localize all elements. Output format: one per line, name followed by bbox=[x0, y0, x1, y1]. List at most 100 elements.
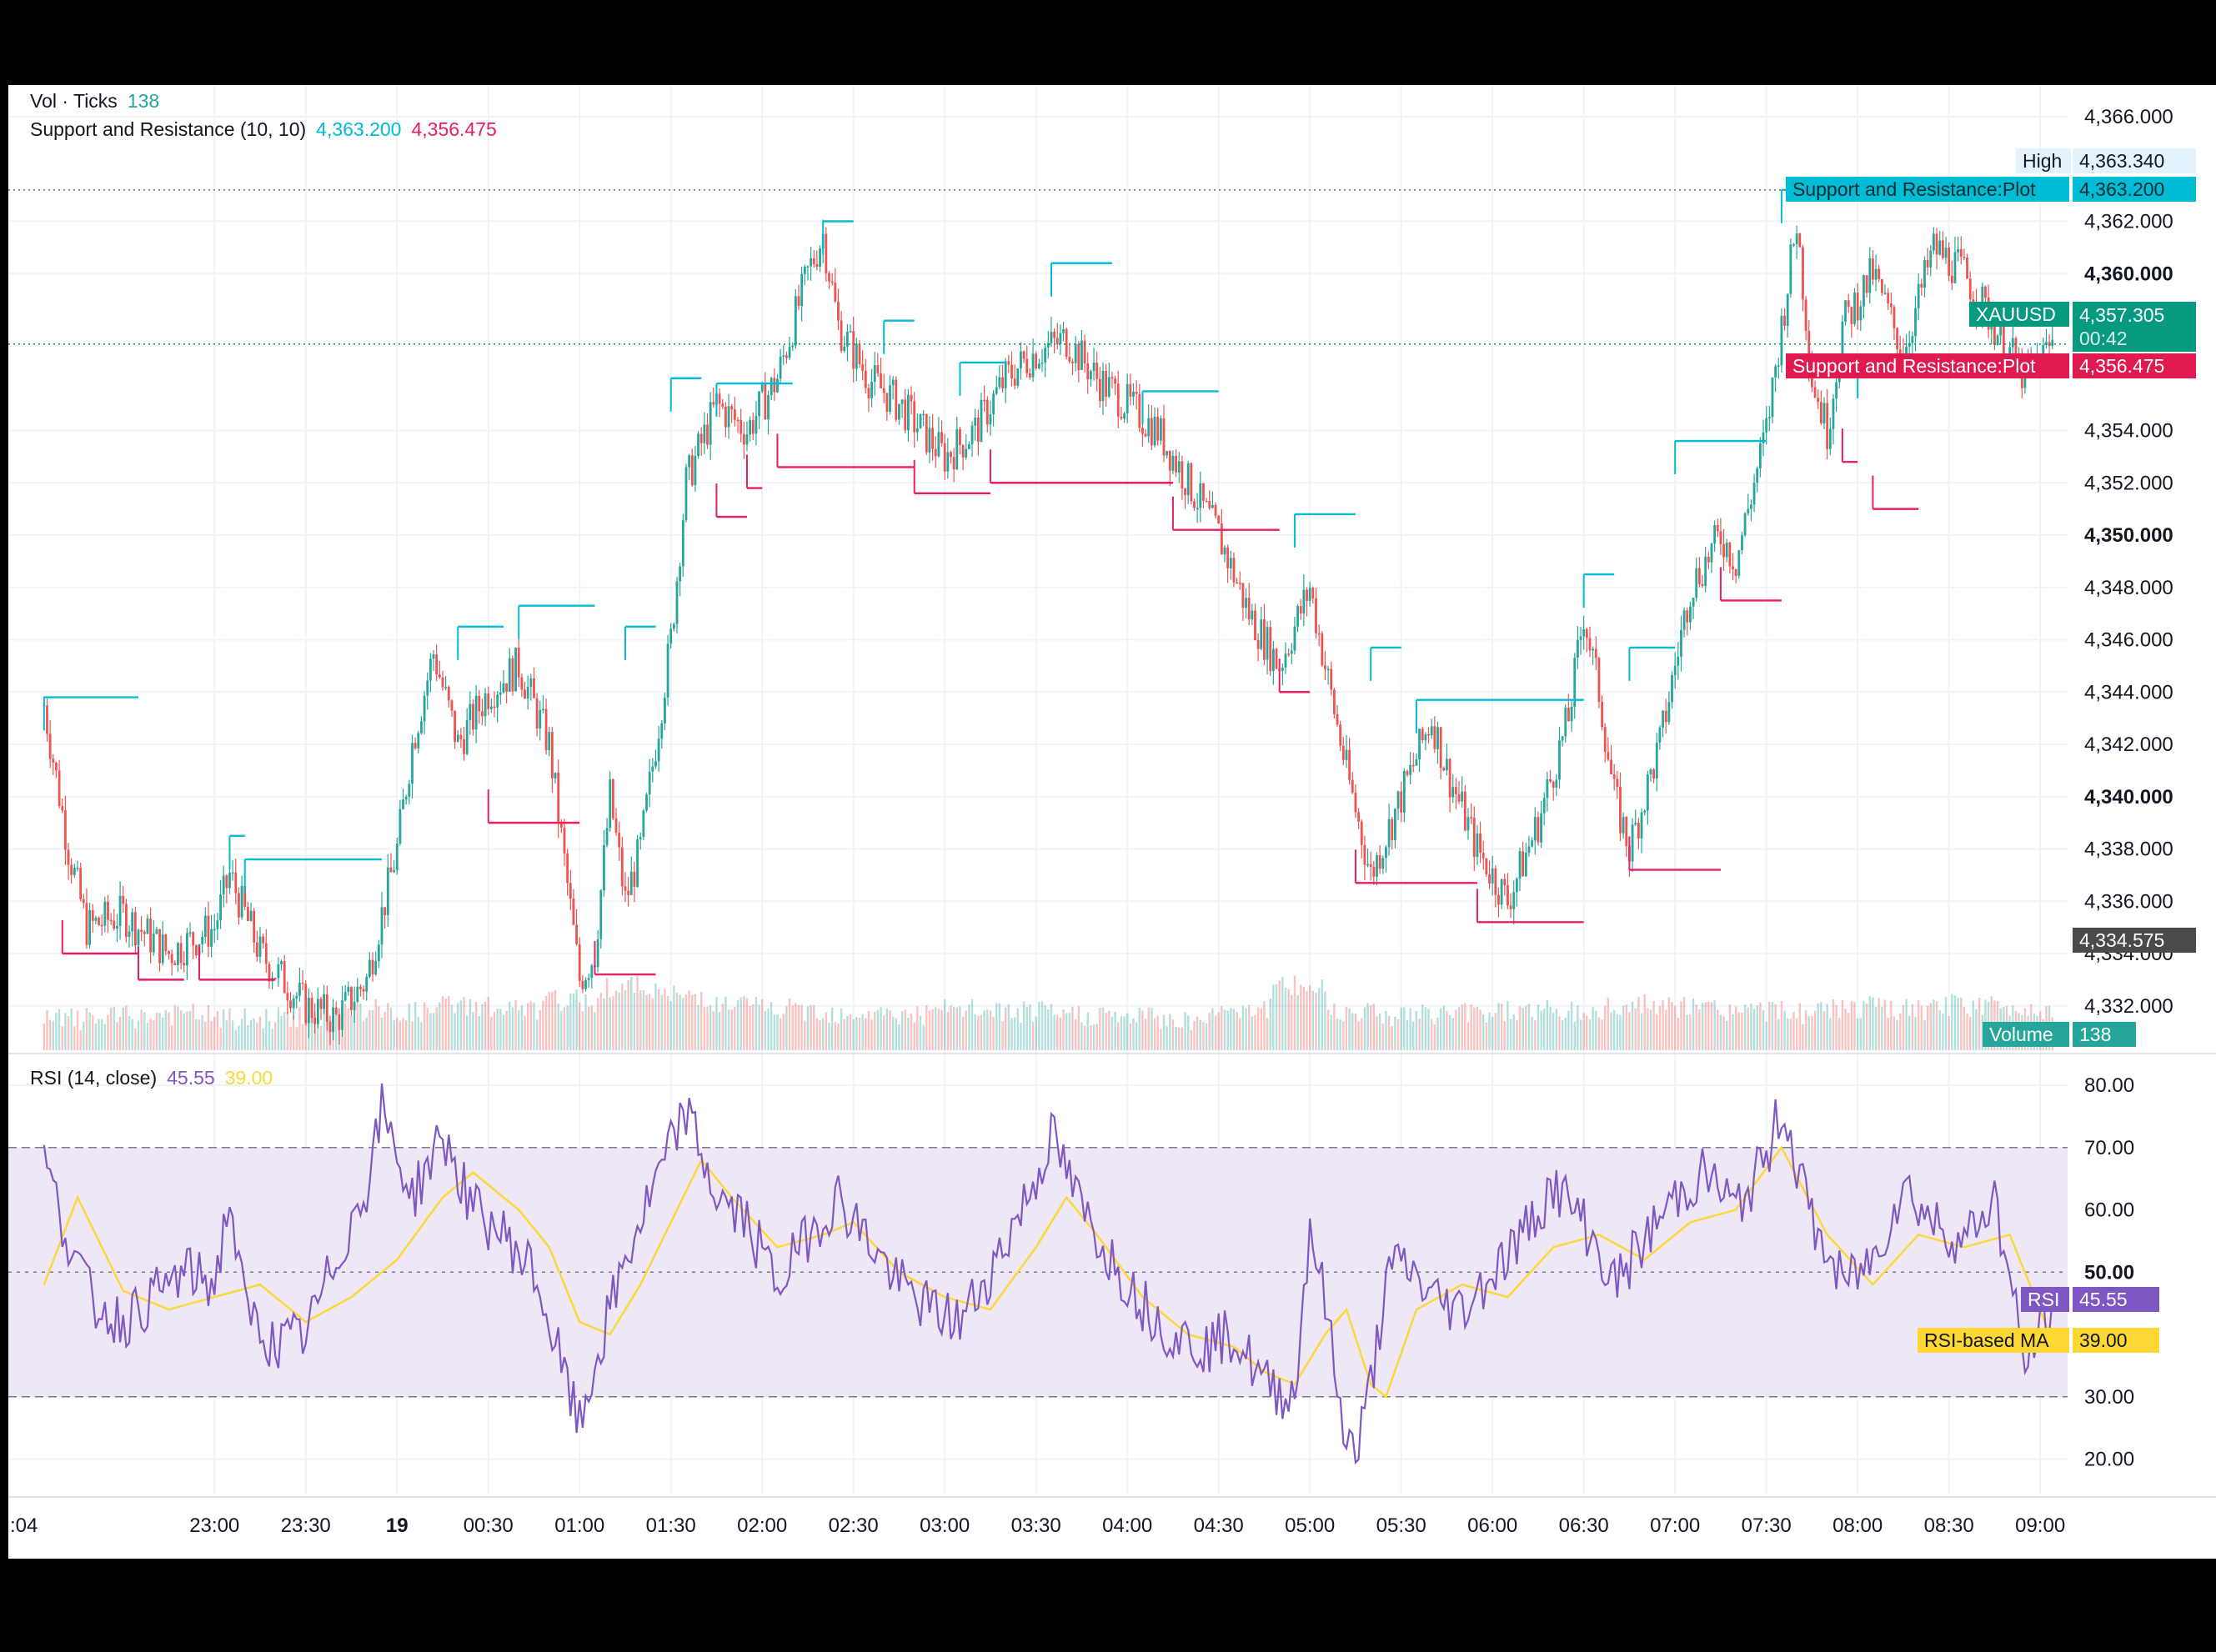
volume-bar bbox=[1013, 1017, 1016, 1050]
candle-body bbox=[983, 399, 986, 402]
volume-bar bbox=[1911, 1004, 1914, 1050]
volume-bar bbox=[752, 1004, 755, 1050]
volume-bar bbox=[1342, 1021, 1345, 1050]
candle-body bbox=[465, 720, 469, 754]
candle-body bbox=[188, 932, 192, 934]
candle-body bbox=[1302, 589, 1306, 614]
volume-legend[interactable]: Vol · Ticks 138 bbox=[30, 90, 169, 113]
sr-legend[interactable]: Support and Resistance (10, 10) 4,363.200… bbox=[30, 118, 507, 141]
volume-bar bbox=[198, 1019, 201, 1050]
candle-body bbox=[58, 770, 61, 807]
candle-body bbox=[1634, 823, 1637, 825]
volume-bar bbox=[910, 1013, 913, 1050]
price-tick-label: 4,366.000 bbox=[2084, 106, 2173, 128]
volume-bar bbox=[1737, 1012, 1741, 1050]
candle-body bbox=[1926, 259, 1929, 268]
candle-body bbox=[454, 710, 456, 743]
volume-bar bbox=[1494, 1013, 1497, 1050]
candle-body bbox=[1802, 247, 1804, 300]
volume-bar bbox=[1859, 1018, 1863, 1050]
volume-bar bbox=[880, 1007, 882, 1050]
volume-bar bbox=[1798, 1003, 1802, 1050]
candle-body bbox=[313, 1018, 317, 1024]
candle-body bbox=[478, 695, 481, 712]
candle-body bbox=[73, 868, 76, 875]
volume-bar bbox=[219, 1027, 222, 1050]
candle-body bbox=[907, 394, 910, 431]
volume-bar bbox=[1473, 1007, 1476, 1050]
volume-bar bbox=[1321, 979, 1323, 1050]
volume-bar bbox=[950, 1005, 952, 1050]
volume-bar bbox=[1457, 1007, 1461, 1050]
chart-svg[interactable]: 4,366.000 4,362.000 4,360.000 4,354.000 4,35… bbox=[8, 85, 2216, 1559]
candle-body bbox=[642, 810, 645, 838]
candle-body bbox=[1247, 598, 1251, 620]
volume-bar bbox=[1564, 1018, 1567, 1050]
volume-bar bbox=[1308, 984, 1311, 1050]
volume-bar bbox=[1692, 998, 1695, 1050]
volume-bar bbox=[542, 1000, 544, 1050]
candle-body bbox=[575, 924, 578, 944]
candle-body bbox=[614, 818, 618, 834]
volume-bar bbox=[1717, 1009, 1719, 1050]
volume-bar bbox=[1643, 994, 1646, 1050]
candle-body bbox=[559, 823, 563, 828]
volume-bar bbox=[435, 1007, 438, 1050]
candle-body bbox=[1832, 398, 1835, 429]
volume-bar bbox=[867, 1011, 870, 1050]
volume-bar bbox=[1896, 1019, 1898, 1050]
candle-body bbox=[1522, 851, 1525, 877]
candle-body bbox=[1996, 335, 1999, 345]
candle-body bbox=[548, 732, 551, 750]
candle-body bbox=[368, 959, 371, 977]
volume-bar bbox=[1287, 989, 1290, 1050]
volume-bar bbox=[319, 1025, 323, 1050]
candle-body bbox=[1059, 333, 1062, 344]
candle-body bbox=[1640, 812, 1643, 839]
volume-bar bbox=[201, 1014, 203, 1050]
volume-bar bbox=[1975, 1009, 1978, 1050]
candle-body bbox=[745, 434, 749, 445]
volume-bar bbox=[1966, 1014, 1968, 1050]
candle-body bbox=[849, 331, 852, 333]
candle-body bbox=[1957, 248, 1960, 253]
volume-bar bbox=[1953, 995, 1957, 1050]
volume-bar bbox=[1695, 1004, 1697, 1050]
candle-body bbox=[1098, 378, 1101, 402]
volume-bar bbox=[164, 1009, 168, 1050]
volume-bar bbox=[1381, 1024, 1384, 1050]
volume-bar bbox=[961, 1017, 965, 1050]
volume-bar bbox=[734, 1006, 736, 1050]
candle-body bbox=[395, 843, 399, 870]
price-tick-label: 4,336.000 bbox=[2084, 890, 2173, 913]
candle-body bbox=[122, 895, 125, 904]
volume-bar bbox=[1552, 1013, 1555, 1050]
volume-bar bbox=[289, 1026, 292, 1050]
candle-body bbox=[1880, 278, 1883, 293]
volume-bar bbox=[721, 1004, 724, 1050]
volume-bar bbox=[118, 1016, 122, 1050]
candle-body bbox=[146, 919, 149, 934]
volume-bar bbox=[700, 992, 703, 1050]
candle-body bbox=[103, 901, 107, 926]
volume-bar bbox=[703, 1007, 706, 1050]
volume-bar bbox=[736, 999, 740, 1050]
volume-bar bbox=[188, 1010, 192, 1050]
rsi-legend[interactable]: RSI (14, close) 45.55 39.00 bbox=[30, 1067, 283, 1089]
volume-bar bbox=[1232, 1009, 1236, 1050]
volume-bar bbox=[813, 1004, 815, 1050]
volume-bar bbox=[1689, 1014, 1692, 1050]
candle-body bbox=[1704, 556, 1707, 587]
volume-bar bbox=[258, 1016, 262, 1050]
volume-bar bbox=[1035, 1016, 1037, 1050]
volume-bar bbox=[1625, 1004, 1627, 1050]
candle-body bbox=[1771, 378, 1774, 418]
volume-bar bbox=[1086, 1012, 1089, 1050]
volume-bar bbox=[1612, 1009, 1616, 1050]
volume-bar bbox=[1665, 1009, 1667, 1050]
candle-body bbox=[1256, 640, 1260, 649]
volume-bar bbox=[874, 1011, 876, 1050]
candle-body bbox=[1695, 568, 1698, 598]
candle-body bbox=[1655, 742, 1658, 779]
candle-body bbox=[1646, 774, 1649, 811]
